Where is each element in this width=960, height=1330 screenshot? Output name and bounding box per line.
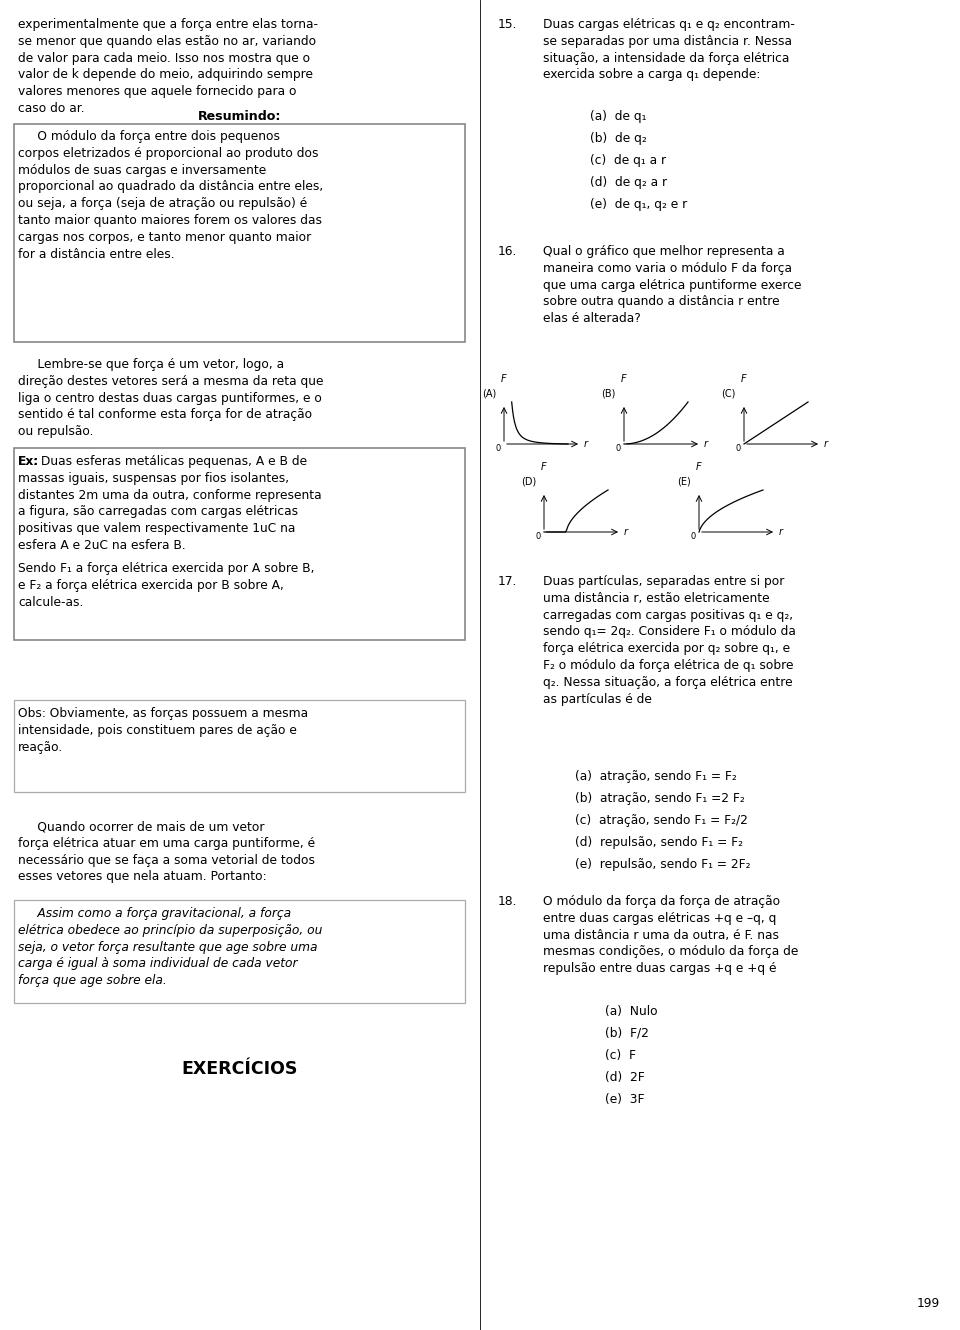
Text: (a)  Nulo: (a) Nulo [605, 1005, 658, 1017]
Text: EXERCÍCIOS: EXERCÍCIOS [181, 1060, 299, 1079]
Text: (c)  de q₁ a r: (c) de q₁ a r [590, 154, 666, 168]
Text: F: F [501, 374, 507, 384]
Text: (A): (A) [482, 388, 496, 398]
Text: Assim como a força gravitacional, a força
elétrica obedece ao princípio da super: Assim como a força gravitacional, a forç… [18, 907, 323, 987]
Text: r: r [779, 527, 783, 537]
Bar [14, 900, 465, 1003]
Text: (b)  F/2: (b) F/2 [605, 1027, 649, 1040]
Text: (E): (E) [677, 476, 691, 485]
Text: Ex: Duas esferas metálicas pequenas, A e B de
massas iguais, suspensas por fios : Ex: Duas esferas metálicas pequenas, A e… [18, 455, 322, 552]
Text: Ex:: Ex: [18, 455, 39, 468]
Text: r: r [704, 439, 708, 450]
Text: (e)  3F: (e) 3F [605, 1093, 644, 1107]
Text: 199: 199 [917, 1297, 940, 1310]
Text: Resumindo:: Resumindo: [199, 110, 281, 122]
Text: (c)  atração, sendo F₁ = F₂/2: (c) atração, sendo F₁ = F₂/2 [575, 814, 748, 827]
Bar [14, 700, 465, 791]
Text: (b)  de q₂: (b) de q₂ [590, 132, 647, 145]
Text: r: r [824, 439, 828, 450]
Text: 17.: 17. [498, 575, 517, 588]
Text: (B): (B) [602, 388, 616, 398]
Bar [14, 124, 465, 342]
Text: (e)  repulsão, sendo F₁ = 2F₂: (e) repulsão, sendo F₁ = 2F₂ [575, 858, 751, 871]
Text: 0: 0 [495, 444, 501, 454]
Text: Lembre-se que força é um vetor, logo, a
direção destes vetores será a mesma da r: Lembre-se que força é um vetor, logo, a … [18, 358, 324, 438]
Text: F: F [621, 374, 627, 384]
Text: 18.: 18. [498, 895, 517, 908]
Text: F: F [696, 462, 702, 472]
Text: (c)  F: (c) F [605, 1049, 636, 1061]
Text: (b)  atração, sendo F₁ =2 F₂: (b) atração, sendo F₁ =2 F₂ [575, 791, 745, 805]
Text: (C): (C) [722, 388, 736, 398]
Text: F: F [541, 462, 547, 472]
Text: (d)  repulsão, sendo F₁ = F₂: (d) repulsão, sendo F₁ = F₂ [575, 837, 743, 849]
Bar [14, 448, 465, 640]
Text: O módulo da força entre dois pequenos
corpos eletrizados é proporcional ao produ: O módulo da força entre dois pequenos co… [18, 130, 324, 261]
Text: F: F [741, 374, 747, 384]
Text: experimentalmente que a força entre elas torna-
se menor que quando elas estão n: experimentalmente que a força entre elas… [18, 19, 318, 114]
Text: 0: 0 [536, 532, 541, 541]
Text: 0: 0 [735, 444, 741, 454]
Text: 15.: 15. [498, 19, 517, 31]
Text: Qual o gráfico que melhor representa a
maneira como varia o módulo F da força
qu: Qual o gráfico que melhor representa a m… [543, 245, 802, 326]
Text: (D): (D) [520, 476, 536, 485]
Text: (a)  atração, sendo F₁ = F₂: (a) atração, sendo F₁ = F₂ [575, 770, 736, 783]
Text: (a)  de q₁: (a) de q₁ [590, 110, 646, 122]
Text: 0: 0 [691, 532, 696, 541]
Text: Sendo F₁ a força elétrica exercida por A sobre B,
e F₂ a força elétrica exercida: Sendo F₁ a força elétrica exercida por A… [18, 563, 315, 609]
Text: Duas cargas elétricas q₁ e q₂ encontram-
se separadas por uma distância r. Nessa: Duas cargas elétricas q₁ e q₂ encontram-… [543, 19, 795, 81]
Text: r: r [584, 439, 588, 450]
Text: Duas partículas, separadas entre si por
uma distância r, estão eletricamente
car: Duas partículas, separadas entre si por … [543, 575, 796, 706]
Text: (d)  2F: (d) 2F [605, 1071, 645, 1084]
Text: Obs: Obviamente, as forças possuem a mesma
intensidade, pois constituem pares de: Obs: Obviamente, as forças possuem a mes… [18, 708, 308, 754]
Text: O módulo da força da força de atração
entre duas cargas elétricas +q e –q, q
uma: O módulo da força da força de atração en… [543, 895, 799, 975]
Text: Quando ocorrer de mais de um vetor
força elétrica atuar em uma carga puntiforme,: Quando ocorrer de mais de um vetor força… [18, 821, 315, 883]
Text: 16.: 16. [498, 245, 517, 258]
Text: (e)  de q₁, q₂ e r: (e) de q₁, q₂ e r [590, 198, 687, 211]
Text: (d)  de q₂ a r: (d) de q₂ a r [590, 176, 667, 189]
Text: r: r [624, 527, 628, 537]
Text: 0: 0 [615, 444, 621, 454]
